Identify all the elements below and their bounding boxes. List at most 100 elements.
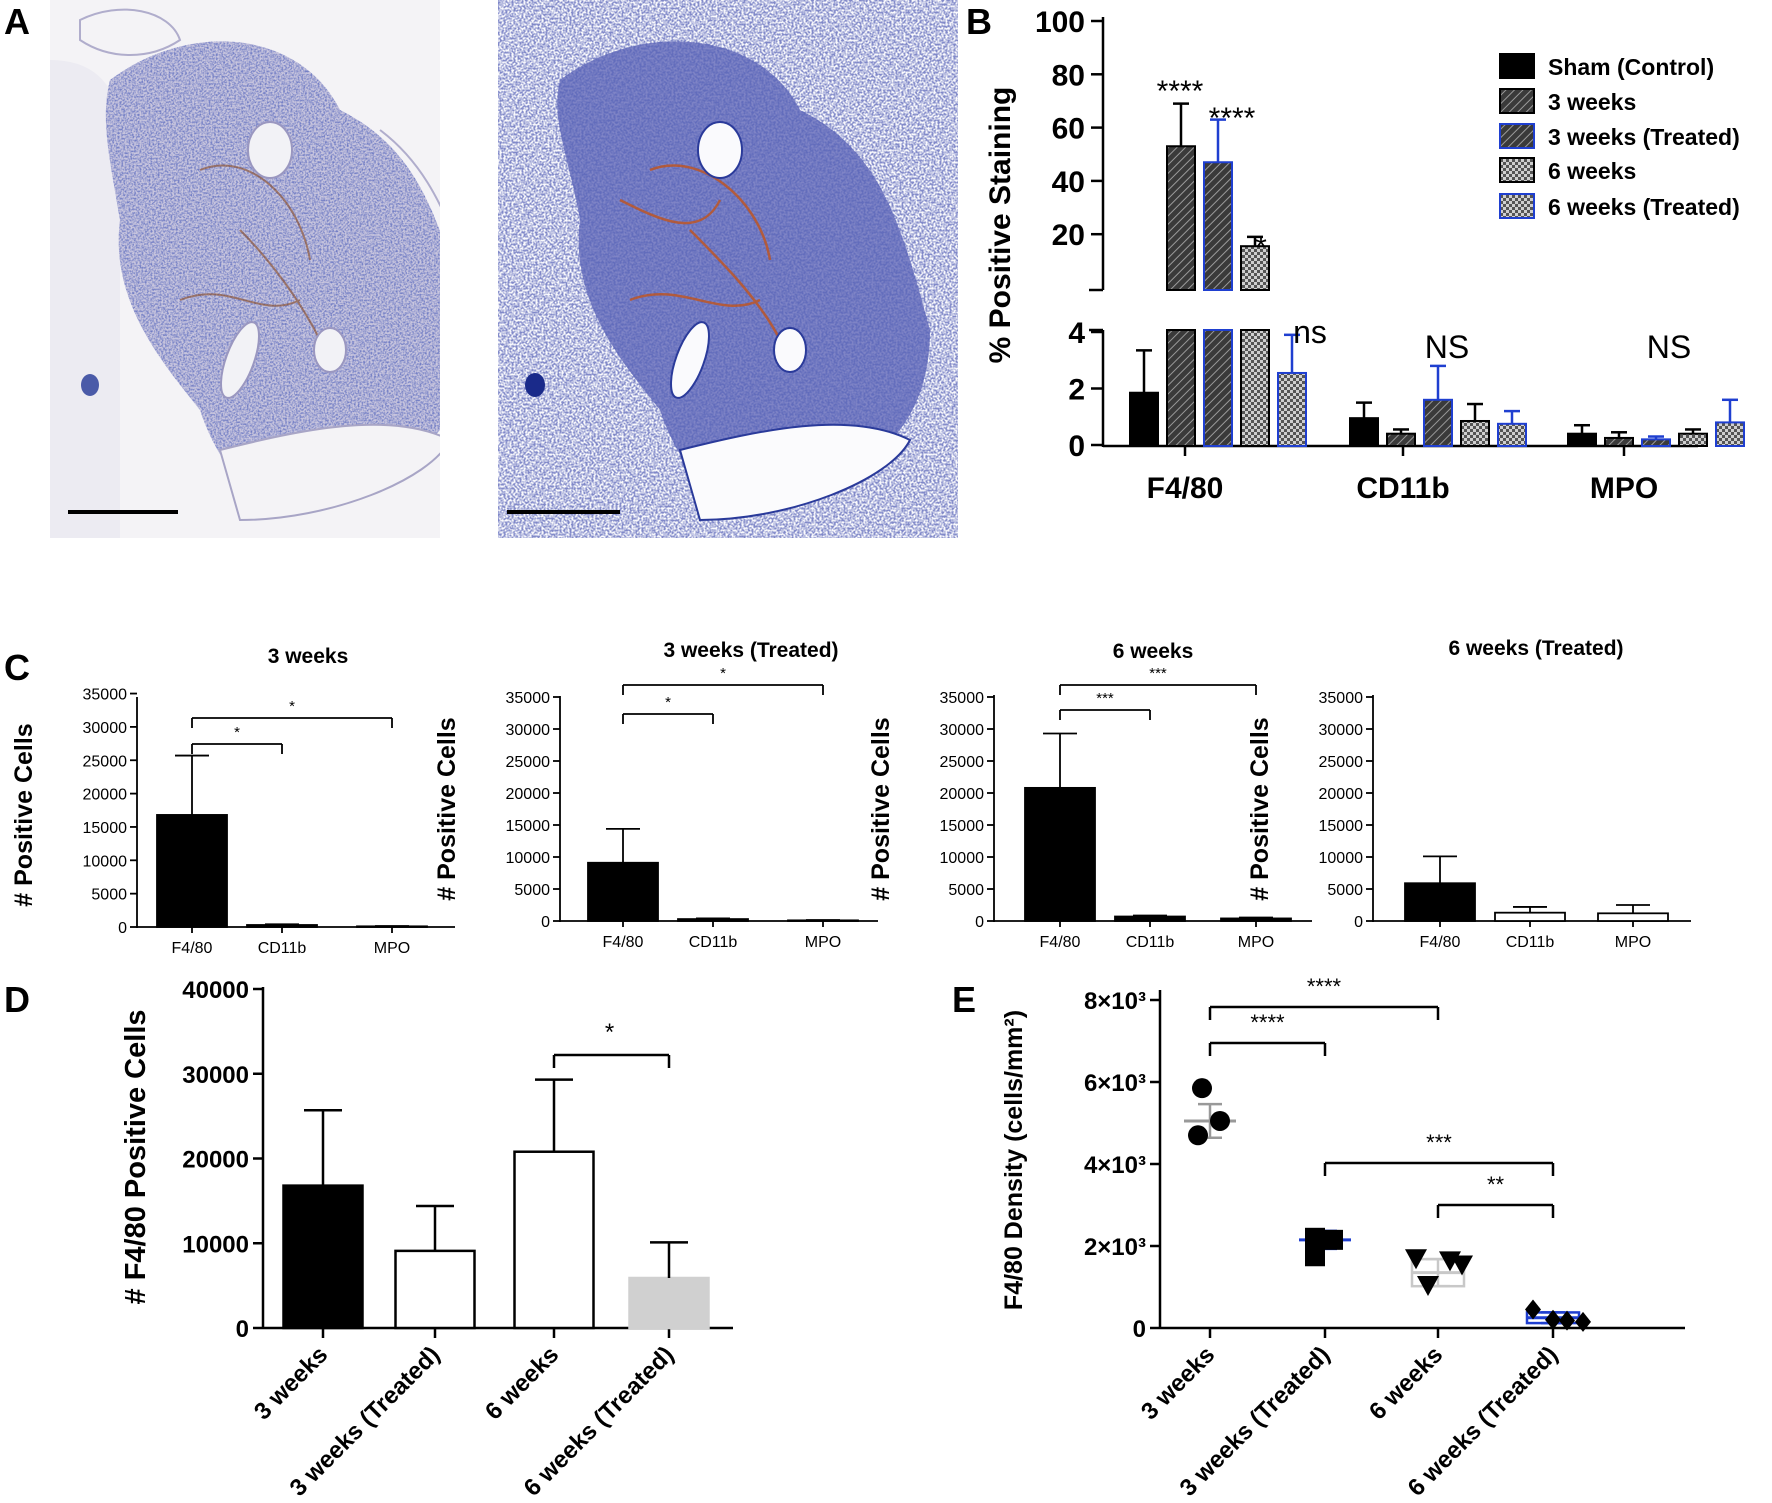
C4-bar — [1494, 911, 1566, 922]
b-bar — [1423, 398, 1453, 447]
e-bracket-label: **** — [1307, 974, 1342, 999]
d-bar — [394, 1249, 476, 1330]
b-ytick-lower-label: 2 — [1068, 374, 1085, 407]
panel-a-right-image — [498, 0, 958, 538]
b-ytick-upper-label: 80 — [1052, 59, 1085, 92]
d-ytick-label: 40000 — [182, 977, 249, 1004]
C3-ytick-label: 25000 — [940, 754, 985, 771]
b-annotation: ns — [1293, 314, 1327, 350]
d-y-axis-label: # F4/80 Positive Cells — [120, 1010, 152, 1305]
C2-title: 3 weeks (Treated) — [663, 639, 838, 662]
C2-y-axis-label: # Positive Cells — [433, 717, 461, 900]
C1-category-label: CD11b — [258, 940, 307, 957]
d-category-label: 3 weeks — [249, 1341, 333, 1425]
C4-category-label: CD11b — [1506, 934, 1555, 951]
b-category-label: CD11b — [1356, 472, 1449, 505]
C4-bar — [1404, 882, 1476, 922]
e-point — [1545, 1309, 1561, 1330]
b-bar-lower — [1240, 329, 1270, 447]
b-annotation: **** — [1209, 102, 1256, 135]
e-point — [1451, 1255, 1473, 1276]
d-bracket-label: * — [605, 1019, 614, 1046]
b-bar — [1641, 438, 1671, 448]
b-bar-upper — [1166, 145, 1196, 291]
C1-ytick-label: 10000 — [83, 853, 128, 870]
C2-ytick-label: 0 — [541, 914, 550, 931]
C2-category-label: F4/80 — [603, 934, 644, 951]
b-ytick-upper-label: 60 — [1052, 113, 1085, 146]
C1-category-label: F4/80 — [172, 940, 213, 957]
C1-bracket-label: * — [234, 724, 240, 741]
b-annotation: NS — [1647, 329, 1691, 365]
C2-category-label: MPO — [805, 934, 841, 951]
C1-title: 3 weeks — [268, 645, 349, 668]
e-point — [1575, 1311, 1591, 1332]
C2-bar — [587, 861, 659, 922]
C4-ytick-label: 0 — [1354, 914, 1363, 931]
panel-letter-b: B — [966, 1, 992, 42]
e-point — [1417, 1275, 1439, 1296]
panel-letter-e: E — [952, 979, 976, 1020]
e-point — [1188, 1125, 1208, 1146]
C1-bar — [156, 814, 228, 928]
b-legend-label: 6 weeks — [1548, 158, 1636, 184]
b-ytick-lower-label: 0 — [1068, 430, 1085, 463]
C1-bracket-label: * — [289, 698, 295, 715]
C4-ytick-label: 15000 — [1319, 818, 1364, 835]
b-bar — [1497, 422, 1527, 447]
C1-ytick-label: 30000 — [83, 720, 128, 737]
C2-ytick-label: 5000 — [514, 882, 550, 899]
b-category-label: F4/80 — [1147, 472, 1224, 505]
panel-letter-a: A — [4, 1, 30, 42]
e-point — [1405, 1249, 1427, 1270]
C1-ytick-label: 20000 — [83, 787, 128, 804]
e-ytick-label: 2×10³ — [1084, 1234, 1146, 1261]
C3-ytick-label: 0 — [975, 914, 984, 931]
d-category-label: 6 weeks — [480, 1341, 564, 1425]
b-legend-swatch — [1499, 157, 1535, 183]
C3-bar — [1220, 917, 1292, 922]
C2-ytick-label: 10000 — [506, 850, 551, 867]
b-bar — [1715, 421, 1745, 447]
b-bar — [1386, 432, 1416, 448]
e-point — [1559, 1310, 1575, 1331]
b-legend-swatch — [1499, 123, 1535, 149]
b-legend-swatch — [1499, 193, 1535, 219]
e-point — [1323, 1229, 1343, 1250]
e-ytick-label: 4×10³ — [1084, 1152, 1146, 1179]
C2-ytick-label: 30000 — [506, 722, 551, 739]
b-y-axis-label: % Positive Staining — [984, 87, 1017, 364]
C2-ytick-label: 20000 — [506, 786, 551, 803]
C4-y-axis-label: # Positive Cells — [1246, 717, 1274, 900]
b-annotation: **** — [1157, 75, 1204, 108]
b-ytick-upper-label: 40 — [1052, 166, 1085, 199]
b-bar — [1678, 432, 1708, 448]
C3-bar — [1114, 915, 1186, 922]
b-annotation: NS — [1425, 329, 1469, 365]
b-bar-lower — [1203, 329, 1233, 447]
C4-ytick-label: 25000 — [1319, 754, 1364, 771]
C1-ytick-label: 5000 — [91, 887, 127, 904]
e-point — [1525, 1299, 1541, 1320]
d-bar — [282, 1184, 364, 1330]
C1-ytick-label: 25000 — [83, 753, 128, 770]
b-ytick-upper-label: 100 — [1035, 6, 1085, 39]
C4-ytick-label: 35000 — [1319, 690, 1364, 707]
C2-category-label: CD11b — [689, 934, 738, 951]
C4-bar — [1597, 912, 1669, 922]
C4-ytick-label: 20000 — [1319, 786, 1364, 803]
e-bracket-label: **** — [1250, 1010, 1285, 1035]
b-bar-lower — [1166, 329, 1196, 447]
e-ytick-label: 0 — [1133, 1316, 1146, 1343]
e-point — [1305, 1227, 1325, 1248]
C4-ytick-label: 5000 — [1327, 882, 1363, 899]
d-ytick-label: 20000 — [182, 1147, 249, 1174]
C2-bracket-label: * — [665, 694, 671, 711]
e-point — [1192, 1078, 1212, 1099]
d-bar — [513, 1150, 595, 1330]
b-bar — [1567, 432, 1597, 448]
b-legend-label: 3 weeks — [1548, 89, 1636, 115]
b-legend-label: Sham (Control) — [1548, 54, 1714, 80]
C1-ytick-label: 15000 — [83, 820, 128, 837]
